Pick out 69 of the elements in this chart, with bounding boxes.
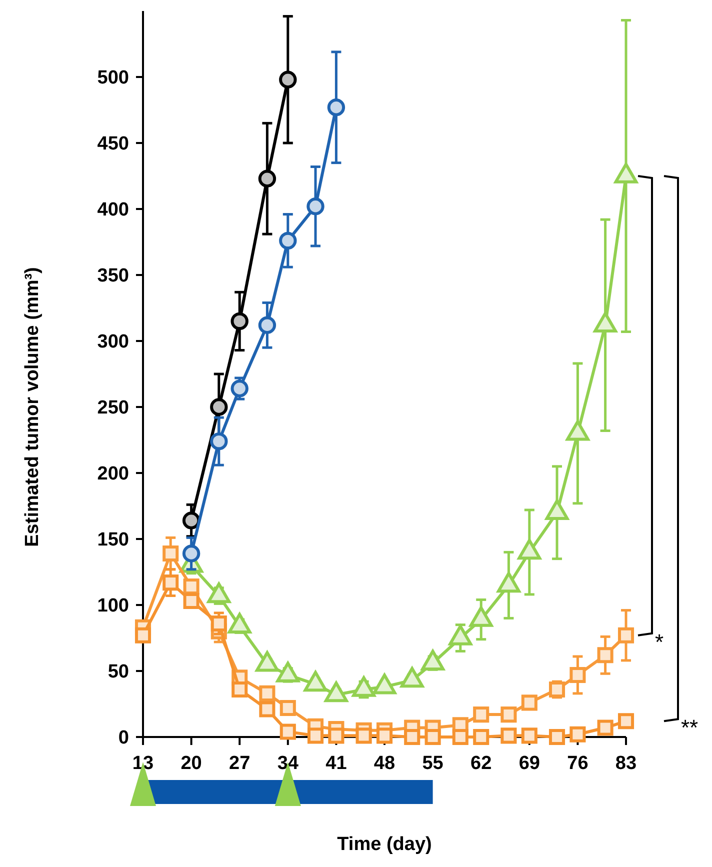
y-tick-label: 350 (97, 266, 129, 287)
x-tick-label: 76 (567, 753, 588, 774)
point (230, 380, 248, 398)
point (182, 544, 200, 562)
point (183, 593, 200, 610)
x-tick-label: 69 (518, 753, 540, 774)
point (548, 728, 566, 746)
point (521, 694, 538, 711)
point (279, 70, 297, 88)
point (307, 728, 324, 744)
x-tick-label: 62 (470, 753, 492, 774)
y-axis-title: Estimated tumor volume (mm³) (22, 267, 43, 547)
point (162, 546, 179, 562)
point (404, 728, 420, 746)
point (452, 728, 468, 746)
point (473, 728, 490, 746)
point (521, 728, 538, 744)
x-tick-label: 83 (615, 753, 637, 774)
text: ** (681, 715, 699, 740)
x-tick-label: 13 (132, 753, 154, 774)
y-tick-label: 150 (97, 530, 129, 551)
x-tick-label: 41 (326, 753, 348, 774)
point (306, 198, 324, 216)
point (618, 713, 634, 730)
point (258, 170, 276, 188)
point (210, 615, 227, 632)
point (327, 98, 346, 116)
point (328, 728, 344, 744)
y-tick-label: 200 (97, 464, 129, 485)
y-tick-label: 100 (97, 596, 129, 617)
x-tick-label: 55 (422, 753, 444, 774)
point (182, 512, 200, 530)
point (570, 666, 586, 683)
point (500, 706, 517, 723)
point (210, 432, 228, 450)
point (232, 681, 248, 698)
y-tick-label: 0 (118, 728, 129, 749)
y-tick-label: 250 (97, 398, 129, 419)
point (134, 627, 152, 644)
x-tick-label: 27 (229, 753, 250, 774)
y-tick-label: 500 (97, 68, 129, 89)
y-tick-label: 50 (108, 662, 129, 683)
x-axis-title: Time (day) (337, 834, 432, 855)
y-tick-label: 450 (97, 134, 129, 155)
point (280, 724, 296, 740)
point (597, 647, 614, 664)
x-tick-label: 34 (277, 753, 299, 774)
point (280, 700, 296, 716)
point (183, 578, 200, 595)
point (618, 627, 634, 644)
text: * (655, 629, 664, 654)
y-tick-label: 400 (97, 200, 129, 221)
point (597, 720, 614, 736)
point (259, 685, 276, 702)
x-tick-label: 20 (180, 753, 202, 774)
point (279, 232, 297, 250)
point (162, 574, 179, 591)
point (356, 728, 372, 744)
point (210, 398, 228, 416)
point (570, 726, 586, 742)
x-tick-label: 48 (374, 753, 396, 774)
y-tick-label: 300 (97, 332, 129, 353)
point (500, 728, 517, 744)
point (376, 728, 393, 744)
point (230, 312, 248, 330)
point (424, 728, 441, 746)
point (258, 316, 276, 334)
point (259, 701, 276, 718)
point (473, 706, 490, 723)
